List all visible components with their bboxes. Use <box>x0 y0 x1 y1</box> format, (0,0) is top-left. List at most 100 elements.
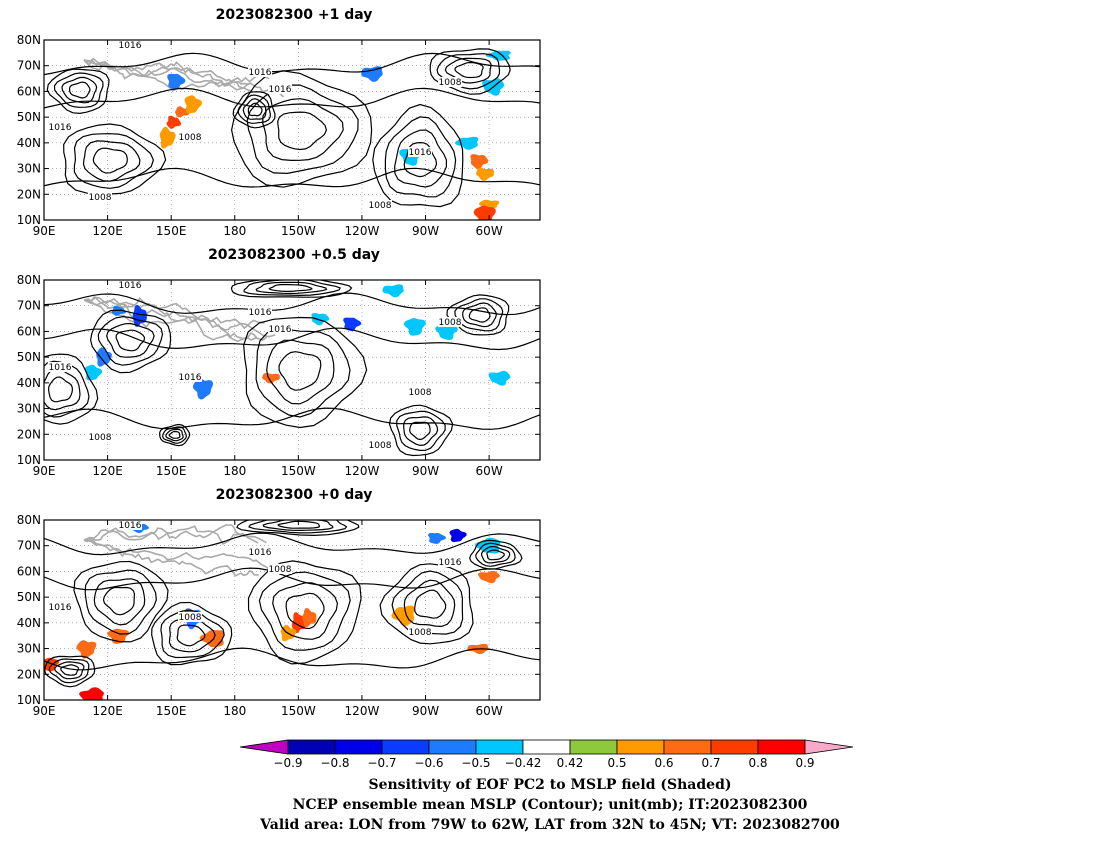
isobar-contour <box>160 609 225 659</box>
isobar-contour <box>277 520 321 529</box>
contour-label: 1016 <box>249 548 272 558</box>
contour-label: 1016 <box>49 123 72 133</box>
map-plot-svg: 1016 1016 1016 1016 1016 1008 1008 1008 1008 80N 7… <box>17 273 541 478</box>
lat-tick-label: 10N <box>17 213 41 227</box>
isobar-contour <box>106 322 155 358</box>
isobar-contour <box>44 655 96 688</box>
lon-tick-label: 150E <box>156 464 187 478</box>
map-plot: 1016 1016 1016 1016 1008 1008 1016 1008 1008 80N 7… <box>0 30 560 245</box>
isobar-contour <box>89 309 172 374</box>
lon-tick-label: 90E <box>33 464 56 478</box>
isobar-contour <box>266 339 335 405</box>
lon-tick-label: 150E <box>156 224 187 238</box>
isobar-contour <box>44 327 540 351</box>
isobar-contour <box>44 532 540 556</box>
isobar-contour <box>429 48 511 95</box>
lat-tick-label: 70N <box>17 59 41 73</box>
lat-tick-label: 30N <box>17 402 41 416</box>
contour-label: 1016 <box>49 363 72 373</box>
colorbar-bin <box>287 739 336 755</box>
isobar-contour <box>84 569 157 635</box>
lon-tick-label: 180 <box>223 224 246 238</box>
contour-label: 1008 <box>439 78 462 88</box>
lat-tick-label: 20N <box>17 667 41 681</box>
isobar-contour <box>44 353 99 425</box>
shaded-cell <box>470 154 489 170</box>
shaded-cell <box>302 607 317 628</box>
colorbar-bin <box>757 739 806 755</box>
isobar-contour <box>97 315 164 366</box>
isobar-contour <box>176 624 206 647</box>
isobar-contour <box>255 328 351 418</box>
colorbar-label: −0.5 <box>461 756 490 768</box>
lat-tick-label: 20N <box>17 427 41 441</box>
panel-title: 2023082300 +0.5 day <box>208 247 380 263</box>
shaded-cell <box>454 136 479 150</box>
isobar-contour <box>243 316 368 429</box>
lon-tick-label: 60W <box>476 464 503 478</box>
contour-label: 1008 <box>369 201 392 211</box>
isobar-contour <box>44 647 540 671</box>
isobar-contour <box>73 560 169 643</box>
contour-label: 1008 <box>179 133 202 143</box>
isobar-contour <box>44 368 81 411</box>
isobar-contour <box>475 542 516 567</box>
isobar-contour <box>165 428 184 442</box>
lon-tick-label: 90W <box>412 704 439 718</box>
lon-tick-label: 180 <box>223 464 246 478</box>
map-plot-svg: 1016 1016 1008 1016 1008 1016 1008 80N 70N 60N 50N… <box>17 513 541 718</box>
lat-tick-label: 70N <box>17 299 41 313</box>
lon-tick-label: 60W <box>476 224 503 238</box>
lat-tick-label: 40N <box>17 616 41 630</box>
isobar-contour <box>69 81 91 99</box>
lat-tick-label: 60N <box>17 324 41 338</box>
lon-tick-label: 120E <box>92 704 123 718</box>
isobar-contour <box>54 661 85 680</box>
lon-tick-label: 90W <box>412 224 439 238</box>
lat-tick-label: 30N <box>17 162 41 176</box>
colorbar-bin <box>569 739 618 755</box>
isobar-contour <box>242 98 267 120</box>
contour-label: 1016 <box>249 68 272 78</box>
lon-tick-label: 180 <box>223 704 246 718</box>
isobar-contour <box>53 72 104 108</box>
isobar-contour <box>48 658 90 684</box>
lat-tick-label: 80N <box>17 273 41 287</box>
colorbar-label: 0.5 <box>607 756 626 768</box>
isobar-contour <box>272 582 339 640</box>
lon-tick-label: 90W <box>412 464 439 478</box>
lat-tick-label: 30N <box>17 642 41 656</box>
coastline <box>83 539 259 577</box>
isobar-contour <box>115 329 146 352</box>
isobar-contour <box>44 360 90 418</box>
shaded-cell <box>132 304 147 327</box>
shaded-cell <box>488 370 511 386</box>
contour-label: 1008 <box>269 565 292 575</box>
contour-label: 1008 <box>89 193 112 203</box>
shaded-cell <box>79 687 105 700</box>
map-plot-svg: 1016 1016 1016 1016 1008 1008 1016 1008 1008 80N 7… <box>17 33 541 238</box>
coastline <box>83 298 268 341</box>
lon-tick-label: 120E <box>92 464 123 478</box>
isobar-contour <box>262 520 334 532</box>
isobar-contour <box>372 103 464 208</box>
colorbar-bin <box>381 739 430 755</box>
coastline <box>83 296 265 330</box>
lat-tick-label: 70N <box>17 539 41 553</box>
lat-tick-label: 50N <box>17 350 41 364</box>
colorbar-bin <box>616 739 665 755</box>
map-frame <box>43 39 541 221</box>
colorbar-label: 0.7 <box>701 756 720 768</box>
isobar-contour <box>486 549 505 561</box>
panel-title: 2023082300 +0 day <box>215 487 373 503</box>
map-layers: 1016 1016 1016 1016 1008 1008 1016 1008 1008 <box>44 40 540 220</box>
coastline <box>83 537 282 574</box>
colorbar-label: 0.8 <box>748 756 767 768</box>
shaded-cell <box>391 605 415 627</box>
shaded-cell <box>343 317 362 331</box>
caption-line-2: NCEP ensemble mean MSLP (Contour); unit(… <box>292 797 808 813</box>
isobar-contour <box>278 351 322 391</box>
shaded-cell <box>199 630 225 648</box>
isobar-contour <box>102 586 136 616</box>
coastline <box>83 59 285 98</box>
